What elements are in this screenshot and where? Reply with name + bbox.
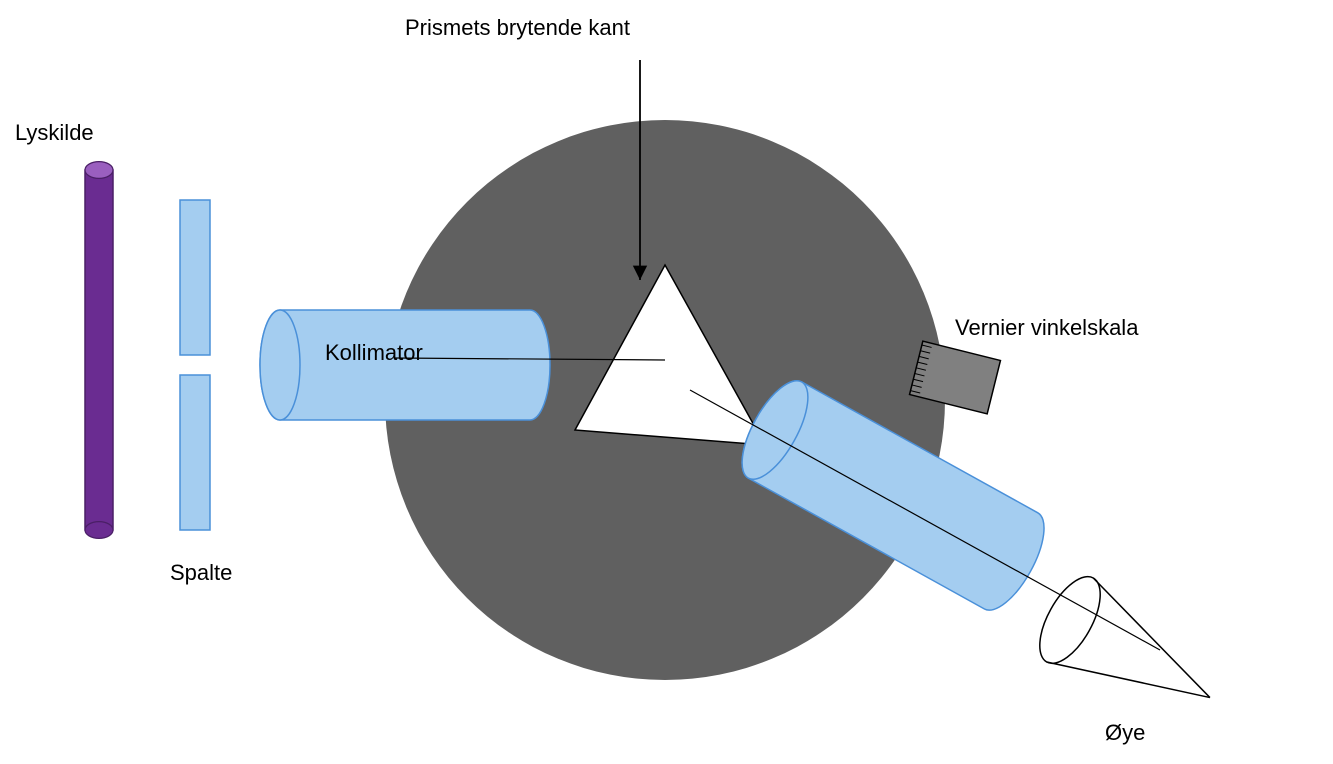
label-prism-edge: Prismets brytende kant — [405, 15, 630, 41]
diagram-root: Prismets brytende kant Lyskilde Spalte K… — [0, 0, 1333, 764]
label-spalte: Spalte — [170, 560, 232, 586]
diagram-svg — [0, 0, 1333, 764]
label-lyskilde: Lyskilde — [15, 120, 94, 146]
spalte-top — [180, 200, 210, 355]
lyskilde-rod — [85, 162, 113, 539]
label-vernier: Vernier vinkelskala — [955, 315, 1138, 341]
label-oye: Øye — [1105, 720, 1145, 746]
label-kollimator: Kollimator — [325, 340, 423, 366]
spalte-bottom — [180, 375, 210, 530]
